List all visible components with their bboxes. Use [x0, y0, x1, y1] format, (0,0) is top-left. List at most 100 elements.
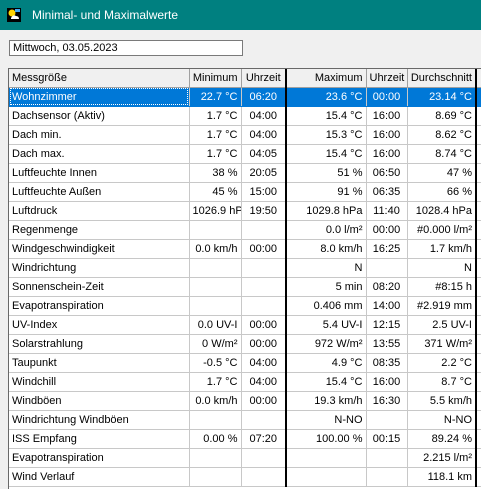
table-row[interactable]: Windrichtung N N [9, 258, 481, 278]
table-row[interactable]: Windchill 1.7 °C 04:00 15.4 °C 16:00 8.7 °C [9, 372, 481, 392]
table-row[interactable]: Wind Verlauf 118.1 km [9, 467, 481, 487]
min-max-table[interactable]: Messgröße Minimum Uhrzeit Maximum Uhrzei… [8, 68, 481, 489]
cell-empty [476, 372, 481, 392]
cell-max-uhrzeit: 08:35 [366, 353, 408, 373]
cell-empty [476, 315, 481, 335]
cell-max-uhrzeit: 16:00 [366, 372, 408, 392]
cell-durchschnitt: N-NO [407, 410, 477, 430]
cell-min-uhrzeit: 06:20 [241, 87, 287, 107]
cell-maximum: 1029.8 hPa [286, 201, 367, 221]
cell-empty [476, 239, 481, 259]
table-row[interactable]: Dach max. 1.7 °C 04:05 15.4 °C 16:00 8.74 °C [9, 144, 481, 164]
cell-min-uhrzeit [241, 277, 287, 297]
cell-maximum: 51 % [286, 163, 367, 183]
cell-maximum: 972 W/m² [286, 334, 367, 354]
cell-messgroesse: Dachsensor (Aktiv) [9, 106, 190, 126]
table-row[interactable]: Windrichtung Windböen N-NO N-NO [9, 410, 481, 430]
cell-minimum: 0.0 km/h [189, 239, 242, 259]
table-row[interactable]: Evapotranspiration 0.406 mm 14:00 #2.919 mm [9, 296, 481, 316]
cell-min-uhrzeit [241, 448, 287, 468]
cell-durchschnitt: 118.1 km [407, 467, 477, 487]
cell-empty [476, 334, 481, 354]
cell-empty [476, 467, 481, 487]
cell-min-uhrzeit [241, 296, 287, 316]
cell-max-uhrzeit: 16:00 [366, 106, 408, 126]
cell-durchschnitt: #0.000 l/m² [407, 220, 477, 240]
column-header-min-uhrzeit[interactable]: Uhrzeit [241, 69, 287, 88]
table-row[interactable]: Sonnenschein-Zeit 5 min 08:20 #8:15 h [9, 277, 481, 297]
cell-empty [476, 144, 481, 164]
cell-durchschnitt: #8:15 h [407, 277, 477, 297]
column-header-minimum[interactable]: Minimum [189, 69, 242, 88]
table-row[interactable]: Windgeschwindigkeit 0.0 km/h 00:00 8.0 km/h… [9, 239, 481, 259]
cell-messgroesse: Windrichtung Windböen [9, 410, 190, 430]
cell-durchschnitt: 8.74 °C [407, 144, 477, 164]
cell-max-uhrzeit: 16:00 [366, 144, 408, 164]
cell-durchschnitt: 5.5 km/h [407, 391, 477, 411]
table-row[interactable]: Solarstrahlung 0 W/m² 00:00 972 W/m² 13:55 37… [9, 334, 481, 354]
table-row[interactable]: Taupunkt -0.5 °C 04:00 4.9 °C 08:35 2.2 °C [9, 353, 481, 373]
cell-empty [476, 258, 481, 278]
table-row[interactable]: Luftfeuchte Außen 45 % 15:00 91 % 06:35 66 % [9, 182, 481, 202]
cell-maximum: 91 % [286, 182, 367, 202]
cell-max-uhrzeit [366, 410, 408, 430]
cell-minimum [189, 277, 242, 297]
cell-maximum: 15.4 °C [286, 372, 367, 392]
cell-empty [476, 201, 481, 221]
cell-empty [476, 87, 481, 107]
column-header-maximum[interactable]: Maximum [286, 69, 367, 88]
date-field[interactable]: Mittwoch, 03.05.2023 [9, 40, 243, 56]
column-header-durchschnitt[interactable]: Durchschnitt [407, 69, 477, 88]
cell-max-uhrzeit: 00:15 [366, 429, 408, 449]
cell-empty [476, 410, 481, 430]
table-row[interactable]: UV-Index 0.0 UV-I 00:00 5.4 UV-I 12:15 2.5 UV… [9, 315, 481, 335]
cell-durchschnitt: 8.62 °C [407, 125, 477, 145]
cell-empty [476, 296, 481, 316]
cell-min-uhrzeit [241, 467, 287, 487]
title-bar[interactable]: Minimal- und Maximalwerte [0, 0, 481, 30]
cell-durchschnitt: 8.7 °C [407, 372, 477, 392]
cell-minimum [189, 258, 242, 278]
cell-durchschnitt: 23.14 °C [407, 87, 477, 107]
cell-max-uhrzeit: 16:25 [366, 239, 408, 259]
cell-minimum: 1.7 °C [189, 372, 242, 392]
cell-messgroesse: Dach max. [9, 144, 190, 164]
cell-minimum: -0.5 °C [189, 353, 242, 373]
table-row[interactable]: Luftfeuchte Innen 38 % 20:05 51 % 06:50 47 % [9, 163, 481, 183]
cell-minimum: 22.7 °C [189, 87, 242, 107]
cell-messgroesse: Luftdruck [9, 201, 190, 221]
table-row[interactable]: ISS Empfang 0.00 % 07:20 100.00 % 00:15 89.24… [9, 429, 481, 449]
cell-min-uhrzeit: 07:20 [241, 429, 287, 449]
cell-maximum: 15.4 °C [286, 106, 367, 126]
table-row[interactable]: Windböen 0.0 km/h 00:00 19.3 km/h 16:30 5.5 k… [9, 391, 481, 411]
cell-maximum: 8.0 km/h [286, 239, 367, 259]
cell-minimum: 45 % [189, 182, 242, 202]
cell-max-uhrzeit: 12:15 [366, 315, 408, 335]
cell-messgroesse: ISS Empfang [9, 429, 190, 449]
table-row[interactable]: Evapotranspiration 2.215 l/m² [9, 448, 481, 468]
cell-min-uhrzeit: 04:00 [241, 106, 287, 126]
cell-maximum: 5.4 UV-I [286, 315, 367, 335]
cell-minimum: 1.7 °C [189, 125, 242, 145]
weather-app-icon[interactable] [6, 7, 22, 23]
cell-minimum: 38 % [189, 163, 242, 183]
cell-max-uhrzeit: 08:20 [366, 277, 408, 297]
cell-durchschnitt: 371 W/m² [407, 334, 477, 354]
cell-minimum [189, 410, 242, 430]
cell-min-uhrzeit: 15:00 [241, 182, 287, 202]
cell-messgroesse: Evapotranspiration [9, 448, 190, 468]
table-row[interactable]: Wohnzimmer 22.7 °C 06:20 23.6 °C 00:00 23.14 … [9, 87, 481, 107]
cell-max-uhrzeit: 11:40 [366, 201, 408, 221]
table-row[interactable]: Dachsensor (Aktiv) 1.7 °C 04:00 15.4 °C 16:0… [9, 106, 481, 126]
cell-max-uhrzeit [366, 467, 408, 487]
table-row[interactable]: Dach min. 1.7 °C 04:00 15.3 °C 16:00 8.62 °C [9, 125, 481, 145]
cell-messgroesse: UV-Index [9, 315, 190, 335]
cell-empty [476, 125, 481, 145]
cell-min-uhrzeit: 04:05 [241, 144, 287, 164]
column-header-max-uhrzeit[interactable]: Uhrzeit [366, 69, 408, 88]
column-header-messgroesse[interactable]: Messgröße [9, 69, 190, 88]
cell-minimum [189, 467, 242, 487]
cell-maximum [286, 467, 367, 487]
table-row[interactable]: Regenmenge 0.0 l/m² 00:00 #0.000 l/m² [9, 220, 481, 240]
